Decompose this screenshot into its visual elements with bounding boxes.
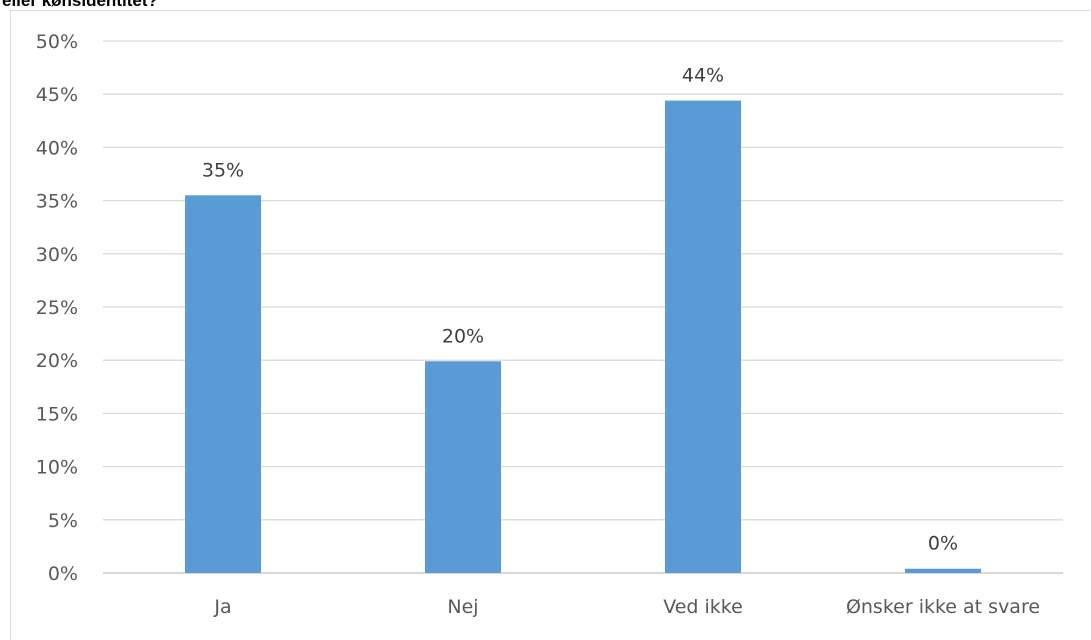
bar (905, 568, 981, 573)
bars (185, 100, 981, 574)
chart-title: eller kønsidentitet? (2, 0, 158, 10)
y-tick-label: 35% (36, 191, 78, 213)
y-axis-tick-labels: 0% 5% 10% 15% 20% 25% 30% 35% 40% 45% 50% (36, 31, 78, 585)
y-tick-label: 25% (36, 297, 78, 319)
category-label: Ved ikke (663, 596, 743, 618)
bar (665, 100, 741, 574)
data-labels: 35% 20% 44% 0% (202, 65, 958, 555)
y-tick-label: 45% (36, 84, 78, 106)
bar (185, 195, 261, 573)
y-tick-label: 5% (48, 510, 78, 532)
chart-frame (10, 10, 1090, 640)
y-tick-label: 30% (36, 244, 78, 266)
y-tick-label: 50% (36, 31, 78, 53)
y-tick-label: 15% (36, 403, 78, 425)
x-axis-category-labels: Ja Nej Ved ikke Ønsker ikke at svare (213, 596, 1040, 618)
category-label: Nej (447, 596, 478, 618)
data-label: 44% (682, 65, 724, 87)
y-tick-label: 0% (48, 563, 78, 585)
data-label: 20% (442, 325, 484, 347)
gridlines (103, 40, 1063, 574)
y-tick-label: 10% (36, 457, 78, 479)
category-label: Ønsker ikke at svare (846, 596, 1040, 618)
category-label: Ja (213, 596, 231, 618)
y-tick-label: 20% (36, 350, 78, 372)
data-label: 35% (202, 159, 244, 181)
y-tick-label: 40% (36, 137, 78, 159)
data-label: 0% (928, 533, 958, 555)
bar (425, 361, 501, 573)
